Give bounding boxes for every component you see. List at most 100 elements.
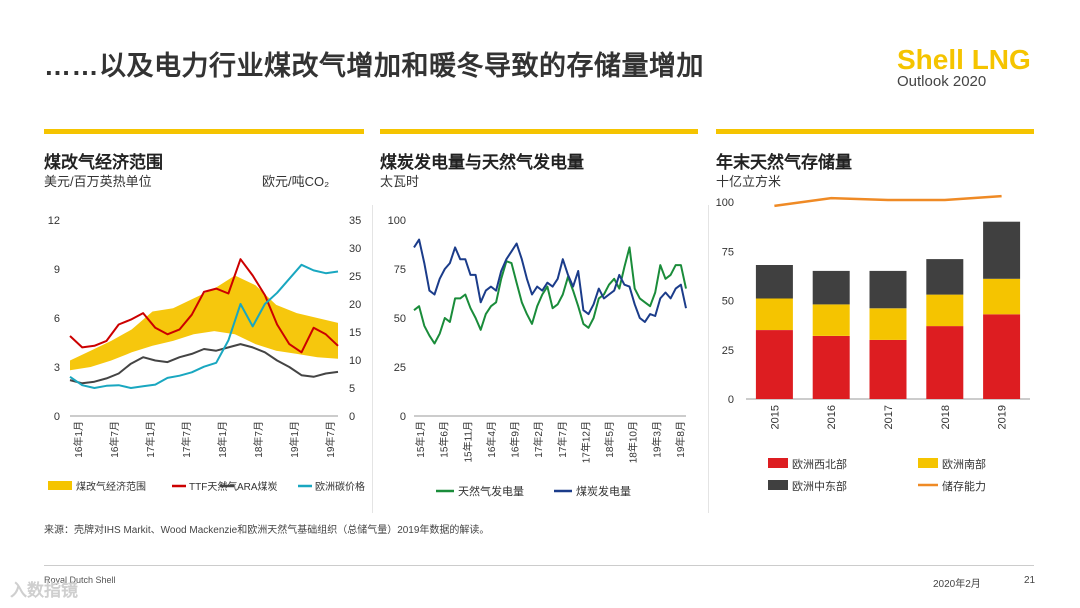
y-tick-label: 50 [722, 296, 734, 308]
legend-label: 天然气发电量 [458, 484, 524, 498]
x-tick-label: 17年7月 [556, 421, 569, 458]
bar-segment [926, 259, 964, 295]
panel-2-accent-bar [380, 129, 698, 134]
company-name: Royal Dutch Shell [44, 575, 116, 585]
x-tick-label: 16年4月 [485, 421, 498, 458]
y-right-tick-label: 20 [349, 299, 361, 311]
y-tick-label: 75 [722, 246, 734, 258]
y-tick-label: 25 [394, 362, 406, 374]
x-tick-label: 2019 [997, 405, 1009, 429]
brand-subtitle: Outlook 2020 [897, 73, 987, 90]
bar-segment [926, 326, 964, 399]
y-right-tick-label: 30 [349, 243, 361, 255]
legend-swatch [768, 480, 788, 490]
y-tick-label: 100 [716, 197, 734, 209]
x-tick-label: 16年1月 [72, 421, 85, 458]
gas-storage-chart: 0 25 50 75 100 2015 2016 2017 2018 2019 欧洲西北部 欧洲南部欧… [716, 194, 1030, 493]
bar-segment [812, 336, 850, 399]
y-tick-label: 0 [728, 394, 734, 406]
x-tick-label: 17年2月 [532, 421, 545, 458]
legend-swatch [768, 458, 788, 468]
x-tick-label: 2015 [769, 405, 781, 429]
bar-segment [869, 308, 907, 340]
legend-label: 储存能力 [942, 479, 986, 493]
panel-3-accent-bar [716, 129, 1034, 134]
x-tick-label: 19年1月 [288, 421, 301, 458]
bar-segment [983, 221, 1021, 279]
capacity-line [774, 194, 1002, 208]
y-tick-label: 12 [48, 215, 60, 227]
coal-gas-generation-chart: 0 25 50 75 100 15年1月 15年6月 15年11月 16年4月 16年9月 17年2… [388, 215, 687, 498]
panel-2-subtitle: 太瓦时 [380, 174, 420, 189]
bar-segment [755, 330, 793, 399]
y-right-tick-label: 25 [349, 271, 361, 283]
panel-1-accent-bar [44, 129, 364, 134]
legend-label: 欧洲南部 [942, 457, 986, 471]
legend-swatch [48, 481, 72, 490]
series-line [413, 246, 687, 345]
x-tick-label: 17年7月 [180, 421, 193, 458]
legend-label: 煤炭发电量 [576, 484, 631, 498]
bar-segment [869, 270, 907, 309]
watermark: 入数指镜 [10, 581, 78, 600]
x-tick-label: 19年8月 [674, 421, 687, 458]
x-tick-label: 2018 [940, 405, 952, 429]
x-tick-label: 19年3月 [650, 421, 663, 458]
y-tick-label: 75 [394, 264, 406, 276]
bar-segment [926, 294, 964, 327]
footer-divider [44, 565, 1034, 566]
panel-divider [708, 205, 709, 513]
y-tick-label: 3 [54, 362, 60, 374]
bar-segment [812, 270, 850, 305]
x-tick-label: 17年12月 [579, 421, 592, 463]
series-line [413, 238, 687, 323]
legend-label: TTF天然气 [189, 480, 237, 493]
bar-segment [983, 278, 1021, 315]
x-tick-label: 15年1月 [414, 421, 427, 458]
legend-label: 煤改气经济范围 [76, 480, 146, 493]
legend-swatch [918, 458, 938, 468]
x-tick-label: 17年1月 [144, 421, 157, 458]
panel-1-subtitle: 美元/百万英热单位 [44, 174, 152, 189]
panel-3-subtitle: 十亿立方米 [716, 174, 782, 189]
x-tick-label: 16年9月 [509, 421, 522, 458]
page-title: ……以及电力行业煤改气增加和暖冬导致的存储量增加 [44, 51, 704, 81]
panel-2-title: 煤炭发电量与天然气发电量 [380, 153, 584, 172]
brand-logo: Shell LNG [897, 44, 1031, 75]
panel-divider [372, 205, 373, 513]
y-right-tick-label: 0 [349, 411, 355, 423]
series-line [69, 343, 339, 385]
legend-label: 欧洲中东部 [792, 479, 847, 493]
x-tick-label: 18年5月 [603, 421, 616, 458]
y-right-tick-label: 5 [349, 383, 355, 395]
source-note: 来源：壳牌对IHS Markit、Wood Mackenzie和欧洲天然气基础组… [44, 525, 490, 536]
coal-gas-switching-chart: 0 3 6 9 12 0 5 10 15 20 25 30 35 16年1月 16年7月 17年1月 17年7月… [48, 215, 365, 493]
y-right-tick-label: 15 [349, 327, 361, 339]
x-tick-label: 15年6月 [438, 421, 451, 458]
legend-label: ARA煤炭 [237, 480, 278, 493]
legend-label: 欧洲西北部 [792, 457, 847, 471]
y-tick-label: 100 [388, 215, 406, 227]
y-tick-label: 0 [54, 411, 60, 423]
bar-segment [812, 304, 850, 336]
y-tick-label: 6 [54, 313, 60, 325]
x-tick-label: 16年7月 [108, 421, 121, 458]
page-number: 21 [1024, 575, 1036, 586]
bar-segment [869, 339, 907, 399]
x-tick-label: 19年7月 [324, 421, 337, 458]
y-right-tick-label: 35 [349, 215, 361, 227]
x-tick-label: 2016 [826, 405, 838, 429]
series-line [69, 258, 339, 354]
legend-label: 欧洲碳价格 [315, 480, 365, 493]
y-tick-label: 9 [54, 264, 60, 276]
switching-band [70, 275, 338, 371]
panel-1-subtitle-right: 欧元/吨CO₂ [262, 174, 330, 189]
bar-segment [755, 298, 793, 330]
footer-date: 2020年2月 [933, 579, 981, 590]
y-tick-label: 25 [722, 345, 734, 357]
x-tick-label: 18年7月 [252, 421, 265, 458]
x-tick-label: 18年1月 [216, 421, 229, 458]
panel-1-title: 煤改气经济范围 [44, 153, 163, 172]
x-tick-label: 2017 [883, 405, 895, 429]
x-tick-label: 18年10月 [627, 421, 640, 463]
